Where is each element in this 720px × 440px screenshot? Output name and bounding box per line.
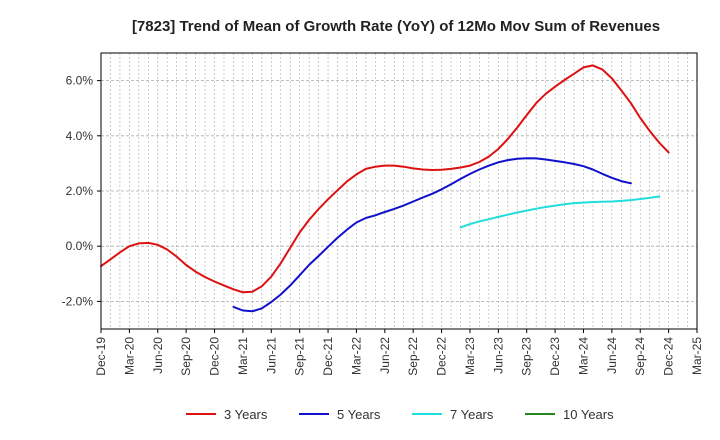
grid [101, 53, 697, 329]
series-line-5-years [232, 157, 632, 313]
y-axis-ticks: -2.0% 0.0% 2.0% 4.0% 6.0% [62, 74, 101, 308]
legend-label-3-years: 3 Years [224, 407, 268, 422]
x-tick-label: Dec-24 [662, 337, 676, 376]
y-tick-label: 2.0% [66, 184, 94, 198]
legend-label-5-years: 5 Years [337, 407, 381, 422]
x-tick-label: Mar-23 [463, 337, 477, 375]
y-tick-label: 4.0% [66, 129, 94, 143]
y-tick-label: -2.0% [62, 294, 94, 308]
x-tick-label: Sep-22 [406, 337, 420, 376]
x-tick-label: Dec-23 [548, 337, 562, 376]
x-tick-label: Mar-24 [576, 337, 590, 375]
x-axis-ticks: Dec-19 Mar-20 Jun-20 Sep-20 Dec-20 Mar-21 Jun-… [94, 329, 704, 376]
y-tick-label: 0.0% [66, 239, 94, 253]
x-tick-label: Mar-20 [122, 337, 136, 375]
legend: 3 Years 5 Years 7 Years 10 Years [186, 407, 614, 422]
x-tick-label: Sep-24 [633, 337, 647, 376]
x-tick-label: Jun-20 [151, 337, 165, 374]
x-tick-label: Dec-20 [208, 337, 222, 376]
series-lines [100, 64, 670, 313]
y-tick-label: 6.0% [66, 74, 94, 88]
legend-label-10-years: 10 Years [563, 407, 614, 422]
x-tick-label: Jun-24 [605, 337, 619, 374]
series-line-3-years [100, 64, 670, 294]
x-tick-label: Mar-25 [690, 337, 704, 375]
x-tick-label: Mar-22 [349, 337, 363, 375]
x-tick-label: Dec-19 [94, 337, 108, 376]
legend-label-7-years: 7 Years [450, 407, 494, 422]
x-tick-label: Dec-22 [435, 337, 449, 376]
chart-title: [7823] Trend of Mean of Growth Rate (YoY… [132, 18, 660, 35]
x-tick-label: Jun-21 [264, 337, 278, 374]
x-tick-label: Mar-21 [236, 337, 250, 375]
x-tick-label: Jun-22 [378, 337, 392, 374]
x-tick-label: Jun-23 [491, 337, 505, 374]
x-tick-label: Sep-21 [293, 337, 307, 376]
x-tick-label: Dec-21 [321, 337, 335, 376]
x-tick-label: Sep-23 [520, 337, 534, 376]
x-tick-label: Sep-20 [179, 337, 193, 376]
series-line-7-years [459, 195, 661, 229]
